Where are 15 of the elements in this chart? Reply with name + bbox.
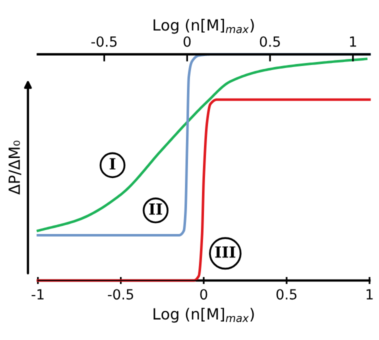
x2-axis-title: Log (n[M]$_{max}$) — [154, 18, 254, 34]
x2-tick-label: 1 — [350, 36, 356, 47]
x-tick-label: 0 — [200, 289, 208, 300]
x-tick-label: 1 — [366, 289, 373, 300]
annotation: I — [110, 158, 116, 170]
x2-tick-label: 0.5 — [260, 36, 280, 47]
x-axis-title: Log (n[M]$_{max}$) — [154, 308, 254, 323]
x-tick-label: -0.5 — [108, 289, 134, 300]
x-tick-label: 0.5 — [276, 289, 296, 300]
annotation: II — [149, 203, 162, 215]
x2-tick-label: -0.5 — [91, 36, 117, 47]
annotation: III — [215, 246, 236, 258]
x-tick-label: -1 — [32, 289, 44, 300]
y-axis-title: ΔP/ΔM₀ — [8, 140, 22, 195]
x2-tick-label: 0 — [184, 36, 191, 47]
